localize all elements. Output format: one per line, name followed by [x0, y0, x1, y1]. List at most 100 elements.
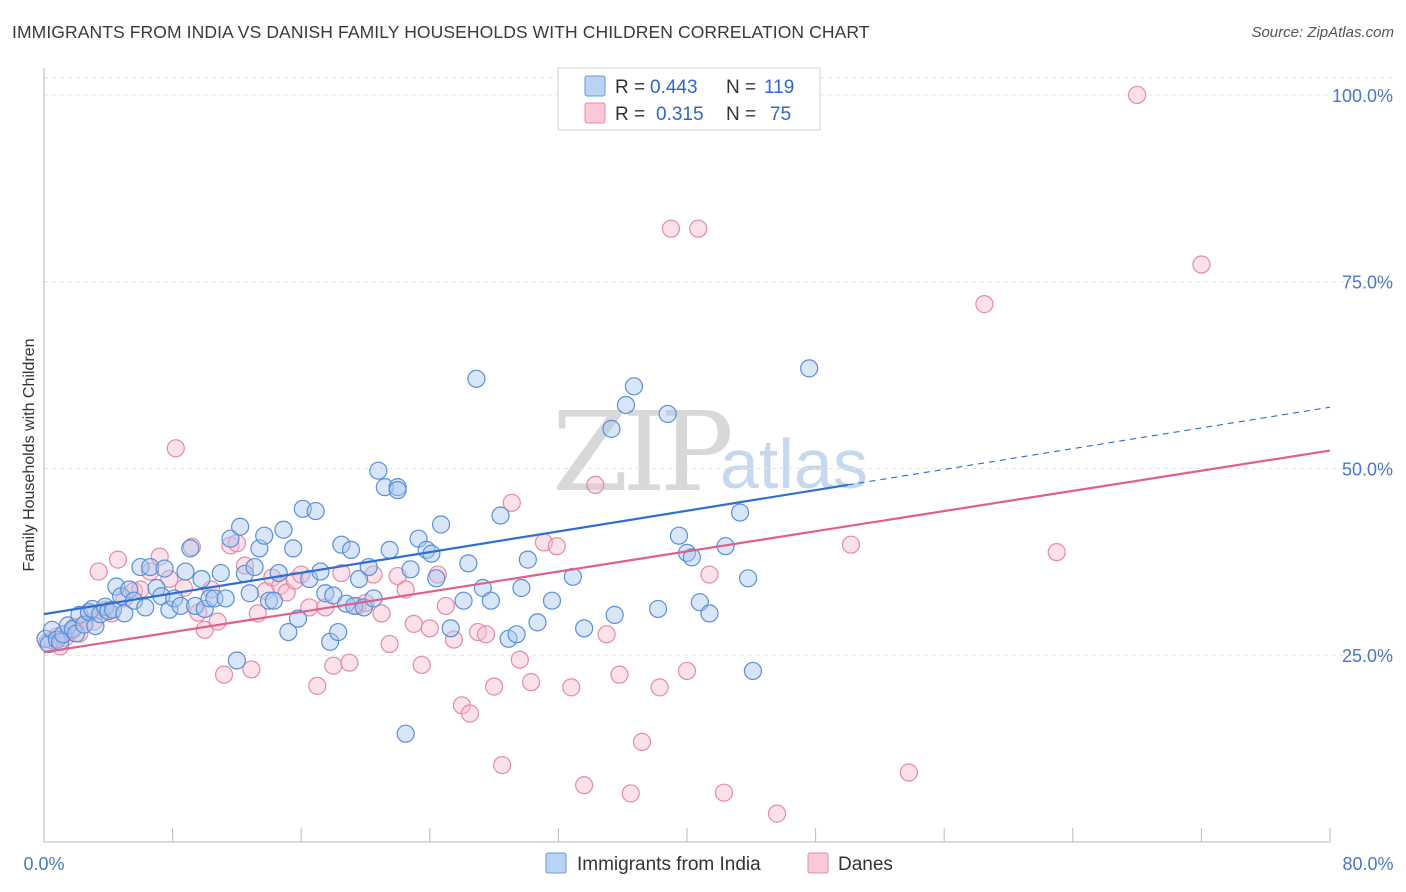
point-india: [507, 625, 526, 644]
point-danes: [208, 612, 227, 631]
point-danes: [420, 619, 439, 638]
trend-lines: [43, 406, 1331, 654]
x-tick-label-max: 80.0%: [1342, 854, 1393, 874]
point-danes: [610, 665, 629, 684]
point-india: [104, 600, 123, 619]
point-danes: [521, 673, 541, 692]
point-danes: [841, 535, 861, 554]
point-danes: [436, 596, 455, 616]
point-danes: [493, 755, 512, 775]
y-axis-title: Family Households with Children: [21, 339, 38, 572]
point-india: [284, 539, 303, 558]
source-label: Source: ZipAtlas.com: [1251, 24, 1394, 41]
point-india: [324, 586, 343, 605]
point-danes: [621, 784, 640, 803]
point-india: [605, 605, 624, 624]
point-india: [380, 540, 399, 560]
point-india: [467, 369, 486, 388]
point-india: [200, 589, 219, 608]
point-india: [245, 557, 264, 577]
point-india: [264, 591, 283, 610]
point-danes: [597, 625, 616, 644]
point-india: [255, 526, 274, 545]
point-india: [743, 661, 763, 681]
point-india: [454, 591, 473, 610]
point-india: [624, 377, 644, 396]
point-danes: [444, 630, 464, 649]
point-india: [658, 404, 677, 424]
point-india: [136, 598, 155, 617]
point-india: [155, 559, 174, 578]
point-danes: [650, 678, 669, 697]
trend-line-danes: [43, 449, 1331, 654]
point-danes: [661, 219, 681, 238]
point-danes: [700, 565, 719, 584]
point-india: [401, 560, 420, 579]
point-india: [192, 569, 211, 589]
point-danes: [502, 493, 521, 512]
series-india-points: [36, 359, 819, 743]
point-india: [181, 539, 200, 558]
y-tick-label: 100.0%: [1332, 86, 1393, 106]
point-india: [682, 548, 701, 567]
point-danes: [1192, 255, 1211, 274]
legend-box: R = 0.443 N = 119 R = 0.315 N = 75: [557, 67, 821, 131]
point-danes: [562, 678, 581, 697]
point-india: [512, 578, 531, 598]
point-india: [240, 584, 259, 603]
point-india: [481, 591, 500, 610]
chart-title: IMMIGRANTS FROM INDIA VS DANISH FAMILY H…: [12, 22, 870, 42]
point-danes: [108, 550, 128, 569]
point-danes: [332, 563, 351, 583]
point-danes: [767, 804, 787, 823]
point-india: [616, 395, 636, 415]
point-danes: [404, 614, 423, 633]
bottom-legend-label-india: Immigrants from India: [577, 854, 761, 875]
point-india: [227, 651, 246, 670]
point-danes: [586, 475, 605, 495]
x-tick-label-min: 0.0%: [23, 854, 64, 874]
point-india: [171, 596, 190, 616]
point-danes: [677, 661, 697, 681]
point-india: [120, 580, 139, 599]
point-india: [54, 625, 73, 644]
point-india: [441, 619, 460, 638]
point-danes: [89, 562, 108, 581]
point-danes: [160, 569, 179, 589]
point-danes: [689, 219, 708, 238]
point-india: [459, 554, 478, 573]
point-india: [800, 359, 819, 378]
point-danes: [714, 783, 734, 802]
point-india: [306, 501, 325, 521]
point-danes: [485, 677, 504, 696]
y-tick-label: 50.0%: [1342, 459, 1393, 479]
point-india: [332, 535, 351, 554]
bottom-legend-label-danes: Danes: [838, 854, 893, 875]
point-india: [669, 526, 689, 545]
point-india: [288, 609, 308, 628]
point-danes: [575, 776, 594, 795]
y-axis-tick-labels: 25.0% 50.0% 75.0% 100.0%: [1332, 86, 1393, 666]
point-india: [738, 569, 758, 588]
point-danes: [372, 604, 391, 623]
point-danes: [324, 656, 343, 675]
y-tick-label: 25.0%: [1342, 646, 1393, 666]
point-danes: [340, 653, 359, 672]
legend-r-value-india: 0.443: [650, 77, 698, 98]
x-axis-ticks: [43, 828, 1331, 842]
bottom-legend: Immigrants from India Danes: [545, 852, 893, 875]
point-india: [518, 550, 537, 569]
point-danes: [460, 704, 480, 723]
point-danes: [899, 763, 918, 782]
point-danes: [242, 660, 261, 679]
bottom-legend-swatch-india: [545, 852, 567, 874]
bottom-legend-swatch-danes: [807, 852, 829, 874]
point-india: [602, 419, 621, 438]
point-india: [364, 589, 383, 608]
point-danes: [1047, 543, 1066, 562]
point-danes: [308, 676, 327, 695]
point-danes: [1127, 85, 1147, 105]
point-danes: [380, 634, 399, 654]
point-india: [231, 517, 250, 536]
